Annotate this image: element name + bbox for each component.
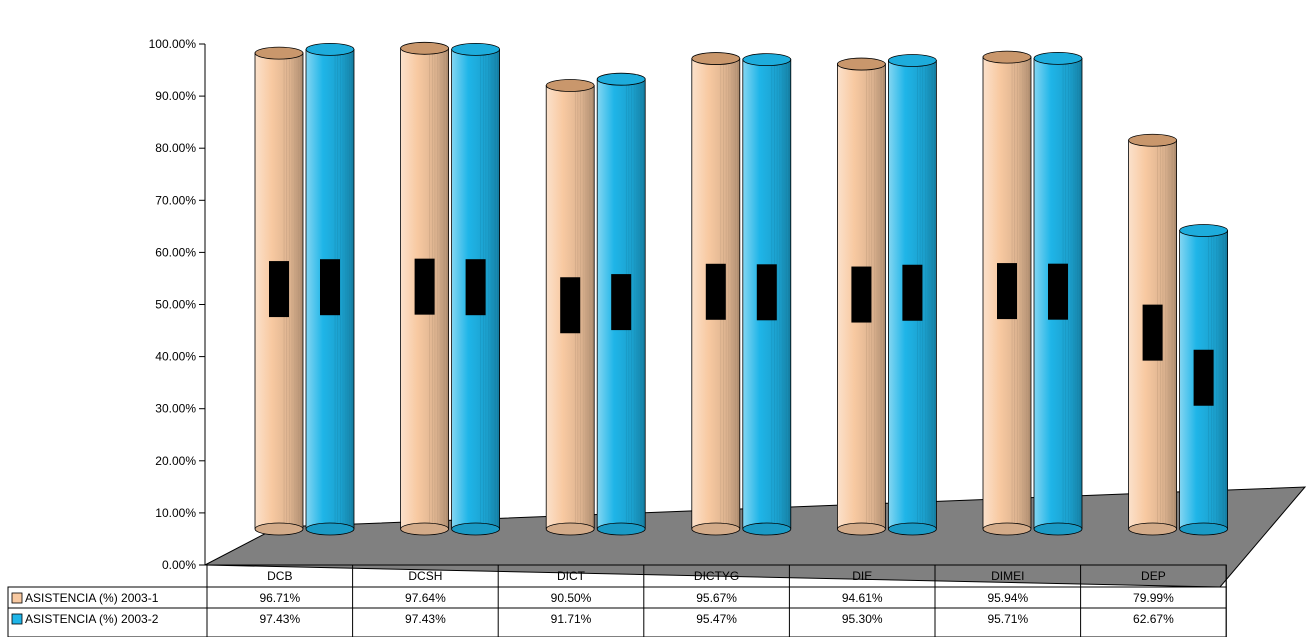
bar-s1-dcb — [254, 46, 304, 536]
y-tick-label: 20.00% — [155, 454, 196, 468]
data-label: 97.43% — [259, 612, 300, 626]
bar-s1-dcsh — [400, 41, 450, 536]
category-label: DIE — [852, 569, 872, 583]
y-tick-label: 30.00% — [155, 402, 196, 416]
y-tick-label: 80.00% — [155, 141, 196, 155]
category-label: DICT — [557, 569, 586, 583]
bar-s1-dimei — [982, 50, 1032, 536]
table-body — [7, 586, 1227, 638]
bar-s2-dimei — [1033, 51, 1083, 536]
bar-s2-dictyg — [742, 53, 792, 536]
data-label: 95.67% — [696, 591, 737, 605]
category-label: DIMEI — [991, 569, 1024, 583]
data-label: 91.71% — [551, 612, 592, 626]
y-tick-label: 90.00% — [155, 89, 196, 103]
y-tick-label: 100.00% — [149, 37, 197, 51]
data-label: 95.30% — [842, 612, 883, 626]
bar-s2-dcb — [305, 42, 355, 536]
bar-s2-dcsh — [451, 42, 501, 536]
data-label: 97.43% — [405, 612, 446, 626]
category-label: DCSH — [408, 569, 442, 583]
data-label: 95.71% — [987, 612, 1028, 626]
data-label: 96.71% — [259, 591, 300, 605]
y-tick-label: 70.00% — [155, 193, 196, 207]
legend-swatch — [11, 592, 23, 604]
category-label: DCB — [267, 569, 292, 583]
bar-s1-dictyg — [691, 52, 741, 536]
category-label: DEP — [1141, 569, 1166, 583]
data-label: 97.64% — [405, 591, 446, 605]
bar-s2-die — [888, 54, 937, 536]
bar-s2-dep — [1179, 224, 1228, 536]
legend-label: ASISTENCIA (%) 2003-1 — [25, 591, 159, 605]
bar-s1-dep — [1128, 133, 1177, 536]
y-tick-label: 60.00% — [155, 245, 196, 259]
data-label: 95.47% — [696, 612, 737, 626]
bar-s1-die — [837, 57, 886, 536]
legend-label: ASISTENCIA (%) 2003-2 — [25, 612, 159, 626]
y-tick-label: 10.00% — [155, 506, 196, 520]
data-label: 90.50% — [551, 591, 592, 605]
y-tick-label: 0.00% — [162, 558, 196, 572]
y-tick-label: 40.00% — [155, 350, 196, 364]
y-tick-label: 50.00% — [155, 298, 196, 312]
data-label: 94.61% — [842, 591, 883, 605]
category-label: DICTYG — [694, 569, 739, 583]
bar-s1-dict — [545, 79, 595, 536]
data-label: 95.94% — [987, 591, 1028, 605]
bar-s2-dict — [596, 72, 646, 536]
data-label: 79.99% — [1133, 591, 1174, 605]
data-label: 62.67% — [1133, 612, 1174, 626]
legend-swatch — [11, 613, 23, 625]
